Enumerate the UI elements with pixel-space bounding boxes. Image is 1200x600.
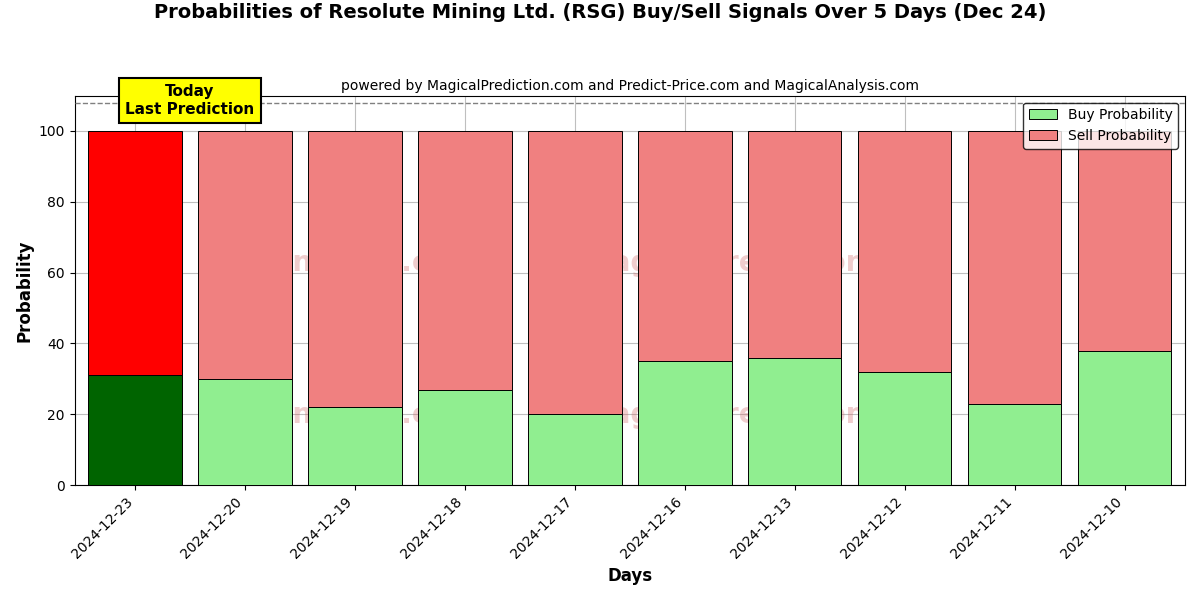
Legend: Buy Probability, Sell Probability: Buy Probability, Sell Probability	[1024, 103, 1178, 149]
Bar	[308, 407, 402, 485]
Text: MagicalPrediction.com: MagicalPrediction.com	[584, 401, 941, 429]
Bar	[968, 131, 1061, 404]
Bar	[419, 131, 511, 389]
Bar	[638, 131, 732, 361]
Text: calAnalysis.com: calAnalysis.com	[227, 249, 478, 277]
Bar	[748, 131, 841, 358]
Text: Probabilities of Resolute Mining Ltd. (RSG) Buy/Sell Signals Over 5 Days (Dec 24: Probabilities of Resolute Mining Ltd. (R…	[154, 3, 1046, 22]
Bar	[748, 358, 841, 485]
Bar	[528, 415, 622, 485]
Bar	[1078, 350, 1171, 485]
Bar	[198, 379, 292, 485]
Bar	[89, 376, 182, 485]
Bar	[419, 389, 511, 485]
Text: Today
Last Prediction: Today Last Prediction	[126, 85, 254, 117]
Bar	[528, 131, 622, 415]
Bar	[968, 404, 1061, 485]
Bar	[89, 131, 182, 376]
Bar	[198, 131, 292, 379]
Title: powered by MagicalPrediction.com and Predict-Price.com and MagicalAnalysis.com: powered by MagicalPrediction.com and Pre…	[341, 79, 919, 93]
Text: calAnalysis.com: calAnalysis.com	[227, 401, 478, 429]
Y-axis label: Probability: Probability	[16, 239, 34, 341]
Bar	[638, 361, 732, 485]
Bar	[308, 131, 402, 407]
Bar	[858, 372, 952, 485]
Text: MagicalPrediction.com: MagicalPrediction.com	[584, 249, 941, 277]
Bar	[1078, 131, 1171, 350]
Bar	[858, 131, 952, 372]
X-axis label: Days: Days	[607, 567, 653, 585]
